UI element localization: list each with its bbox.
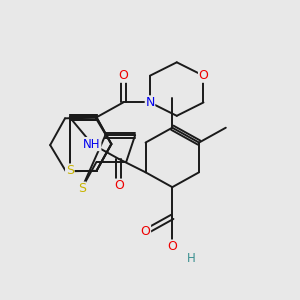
Text: S: S <box>66 164 74 177</box>
Text: S: S <box>78 182 86 195</box>
Text: O: O <box>141 225 151 238</box>
Text: N: N <box>145 96 155 109</box>
Text: H: H <box>187 252 196 265</box>
Text: O: O <box>199 69 208 82</box>
Text: O: O <box>167 240 177 253</box>
Text: S: S <box>66 164 74 177</box>
Text: O: O <box>114 179 124 192</box>
Text: NH: NH <box>83 138 101 151</box>
Text: O: O <box>118 69 128 82</box>
